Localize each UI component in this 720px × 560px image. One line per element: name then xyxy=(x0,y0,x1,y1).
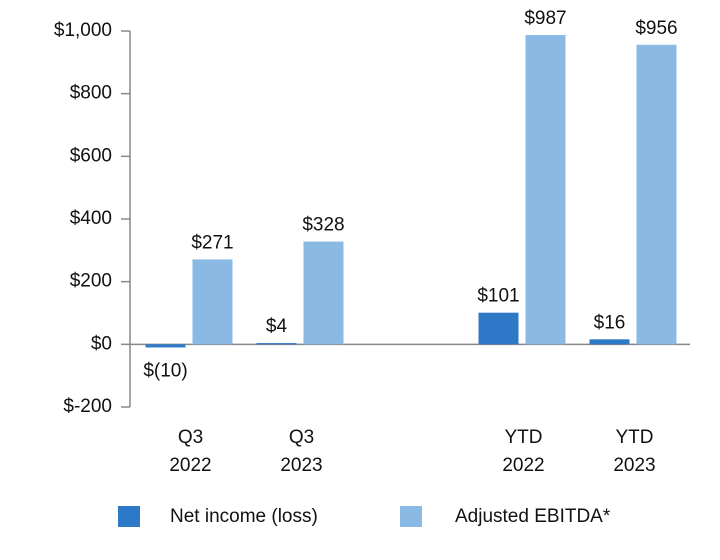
y-tick-label: $0 xyxy=(91,333,112,354)
y-tick-label: $1,000 xyxy=(54,20,112,41)
bar xyxy=(525,35,566,345)
value-label: $328 xyxy=(302,215,344,236)
bar xyxy=(589,339,630,345)
value-label: $271 xyxy=(191,232,233,253)
y-tick-label: $400 xyxy=(70,208,112,229)
x-tick-label: Q3 2022 xyxy=(169,427,212,476)
value-label: $987 xyxy=(524,8,566,29)
value-label: $4 xyxy=(266,316,288,337)
bar xyxy=(145,344,186,348)
y-tick-label: $600 xyxy=(70,145,112,166)
bar xyxy=(256,343,297,345)
bar xyxy=(192,259,233,345)
bar xyxy=(478,312,519,345)
value-label: $101 xyxy=(477,286,519,307)
value-label: $16 xyxy=(594,312,626,333)
legend-label: Adjusted EBITDA* xyxy=(455,506,611,527)
y-tick-label: $800 xyxy=(70,83,112,104)
y-tick-label: $200 xyxy=(70,271,112,292)
y-tick-label: $-200 xyxy=(63,396,112,417)
x-tick-label: YTD 2023 xyxy=(613,427,656,476)
value-label: $956 xyxy=(635,18,677,39)
legend-swatch xyxy=(400,506,422,527)
legend-swatch xyxy=(118,506,140,527)
x-tick-label: Q3 2023 xyxy=(280,427,323,476)
x-tick-label: YTD 2022 xyxy=(502,427,545,476)
legend-label: Net income (loss) xyxy=(170,506,318,527)
bar xyxy=(303,241,344,345)
value-label: $(10) xyxy=(143,360,187,381)
bar xyxy=(636,44,677,345)
